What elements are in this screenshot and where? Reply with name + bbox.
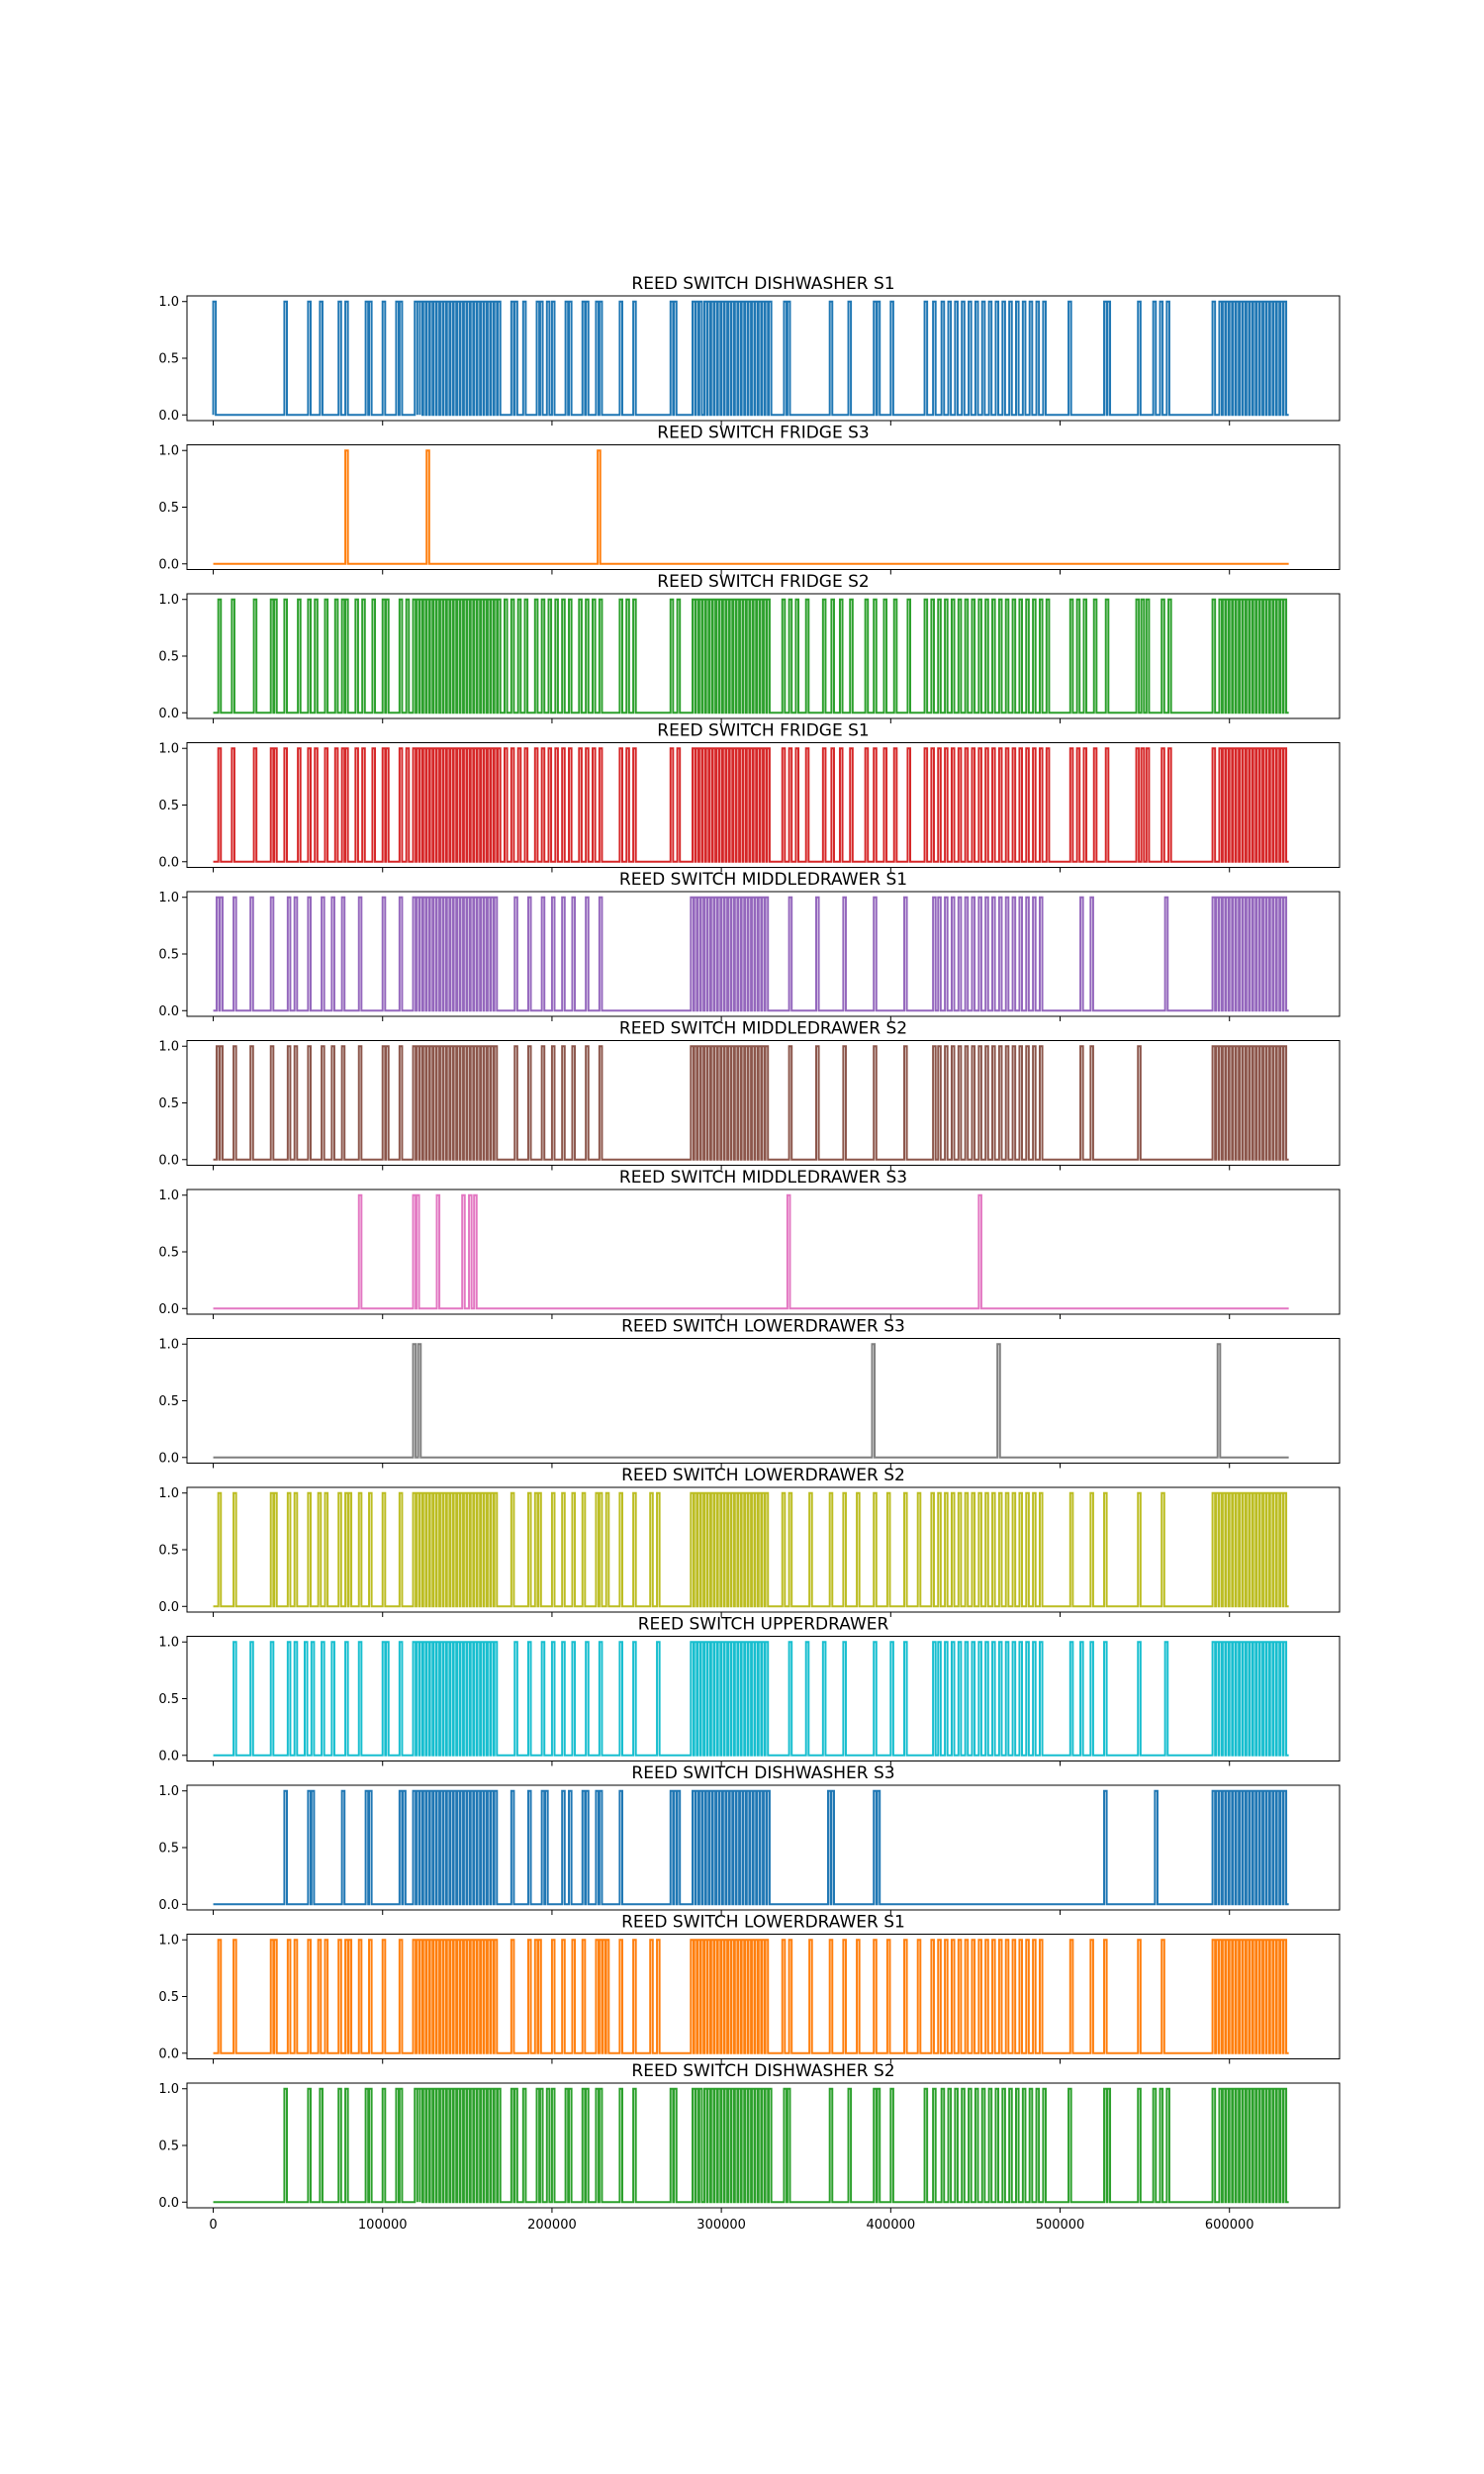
panel-title: REED SWITCH MIDDLEDRAWER S3 xyxy=(619,1168,907,1188)
x-tick-label: 400000 xyxy=(867,2218,916,2233)
y-tick-label: 0.5 xyxy=(158,2140,179,2154)
panel-title: REED SWITCH FRIDGE S2 xyxy=(657,572,869,592)
series-line xyxy=(213,1193,1289,1310)
panel-10: 0.0 0.5 1.0 REED SWITCH UPPERDRAWER xyxy=(158,1615,1341,1766)
panel-7: 0.0 0.5 1.0 REED SWITCH MIDDLEDRAWER S3 xyxy=(158,1168,1341,1319)
y-tick-label: 1.0 xyxy=(158,1189,179,1203)
y-tick-label: 0.0 xyxy=(158,1898,179,1913)
y-tick-label: 1.0 xyxy=(158,1486,179,1501)
y-tick-label: 0.5 xyxy=(158,352,179,367)
y-tick-label: 0.0 xyxy=(158,1004,179,1019)
panel-title: REED SWITCH FRIDGE S1 xyxy=(657,721,869,741)
series-line xyxy=(213,747,1289,863)
panel-9: 0.0 0.5 1.0 REED SWITCH LOWERDRAWER S2 xyxy=(158,1466,1341,1617)
series-line xyxy=(213,2087,1289,2204)
y-tick-label: 0.5 xyxy=(158,948,179,963)
y-tick-label: 0.5 xyxy=(158,1096,179,1111)
y-tick-label: 1.0 xyxy=(158,1338,179,1353)
y-tick-label: 0.0 xyxy=(158,2196,179,2211)
axes-frame xyxy=(186,1338,1341,1464)
panel-title: REED SWITCH MIDDLEDRAWER S2 xyxy=(619,1019,907,1039)
y-tick-label: 0.5 xyxy=(158,1544,179,1559)
y-tick-label: 1.0 xyxy=(158,891,179,905)
y-tick-label: 0.5 xyxy=(158,1246,179,1261)
panel-13: 0.0 0.5 1.0 REED SWITCH DISHWASHER S2 0 10000… xyxy=(158,2061,1341,2233)
y-tick-label: 0.0 xyxy=(158,1451,179,1466)
y-tick-label: 0.0 xyxy=(158,707,179,721)
panel-title: REED SWITCH DISHWASHER S1 xyxy=(631,274,894,294)
series-line xyxy=(213,1045,1289,1161)
y-tick-label: 0.0 xyxy=(158,557,179,572)
y-tick-label: 0.5 xyxy=(158,501,179,516)
y-tick-label: 0.0 xyxy=(158,409,179,424)
series-line xyxy=(213,1641,1289,1757)
x-tick-label: 600000 xyxy=(1205,2218,1254,2233)
x-tick-label: 100000 xyxy=(358,2218,408,2233)
x-tick-label: 0 xyxy=(209,2218,217,2233)
panel-title: REED SWITCH LOWERDRAWER S2 xyxy=(621,1466,905,1485)
panel-title: REED SWITCH DISHWASHER S3 xyxy=(631,1763,894,1783)
panel-5: 0.0 0.5 1.0 REED SWITCH MIDDLEDRAWER S1 xyxy=(158,870,1341,1021)
y-tick-label: 1.0 xyxy=(158,295,179,310)
y-tick-label: 0.0 xyxy=(158,855,179,870)
panel-1: 0.0 0.5 1.0 REED SWITCH DISHWASHER S1 xyxy=(158,274,1341,426)
y-tick-label: 1.0 xyxy=(158,1040,179,1055)
x-tick-label: 200000 xyxy=(527,2218,577,2233)
panel-4: 0.0 0.5 1.0 REED SWITCH FRIDGE S1 xyxy=(158,721,1341,873)
y-tick-label: 1.0 xyxy=(158,1784,179,1799)
y-tick-label: 0.0 xyxy=(158,1600,179,1615)
y-tick-label: 1.0 xyxy=(158,742,179,757)
series-line xyxy=(213,896,1289,1012)
x-tick-label: 500000 xyxy=(1036,2218,1085,2233)
panel-3: 0.0 0.5 1.0 REED SWITCH FRIDGE S2 xyxy=(158,572,1341,723)
y-tick-label: 0.5 xyxy=(158,799,179,813)
series-line xyxy=(213,1343,1289,1459)
y-tick-label: 1.0 xyxy=(158,1636,179,1651)
y-tick-label: 1.0 xyxy=(158,444,179,459)
axes-frame xyxy=(186,444,1341,570)
y-tick-label: 0.0 xyxy=(158,1153,179,1168)
panel-title: REED SWITCH LOWERDRAWER S1 xyxy=(621,1913,905,1933)
panel-title: REED SWITCH UPPERDRAWER xyxy=(638,1615,889,1635)
y-tick-label: 1.0 xyxy=(158,2082,179,2097)
x-tick-label: 300000 xyxy=(696,2218,746,2233)
panel-title: REED SWITCH MIDDLEDRAWER S1 xyxy=(619,870,907,890)
y-tick-label: 0.5 xyxy=(158,1394,179,1409)
panel-2: 0.0 0.5 1.0 REED SWITCH FRIDGE S3 xyxy=(158,424,1341,575)
panel-8: 0.0 0.5 1.0 REED SWITCH LOWERDRAWER S3 xyxy=(158,1317,1341,1469)
series-line xyxy=(213,1491,1289,1608)
panel-title: REED SWITCH FRIDGE S3 xyxy=(657,424,869,443)
panel-11: 0.0 0.5 1.0 REED SWITCH DISHWASHER S3 xyxy=(158,1763,1341,1915)
panel-title: REED SWITCH DISHWASHER S2 xyxy=(631,2061,894,2081)
y-tick-label: 1.0 xyxy=(158,593,179,608)
y-tick-label: 0.0 xyxy=(158,2046,179,2061)
series-line xyxy=(212,300,1289,417)
series-line xyxy=(213,1939,1289,2054)
series-line xyxy=(213,598,1289,714)
y-tick-label: 1.0 xyxy=(158,1934,179,1949)
series-line xyxy=(213,449,1289,565)
y-tick-label: 0.5 xyxy=(158,650,179,665)
y-tick-label: 0.5 xyxy=(158,1842,179,1856)
panel-title: REED SWITCH LOWERDRAWER S3 xyxy=(621,1317,905,1337)
series-line xyxy=(213,1789,1289,1906)
panel-6: 0.0 0.5 1.0 REED SWITCH MIDDLEDRAWER S2 xyxy=(158,1019,1341,1171)
y-tick-label: 0.5 xyxy=(158,1692,179,1707)
y-tick-label: 0.5 xyxy=(158,1990,179,2005)
panel-12: 0.0 0.5 1.0 REED SWITCH LOWERDRAWER S1 xyxy=(158,1913,1341,2064)
y-tick-label: 0.0 xyxy=(158,1302,179,1317)
y-tick-label: 0.0 xyxy=(158,1749,179,1763)
